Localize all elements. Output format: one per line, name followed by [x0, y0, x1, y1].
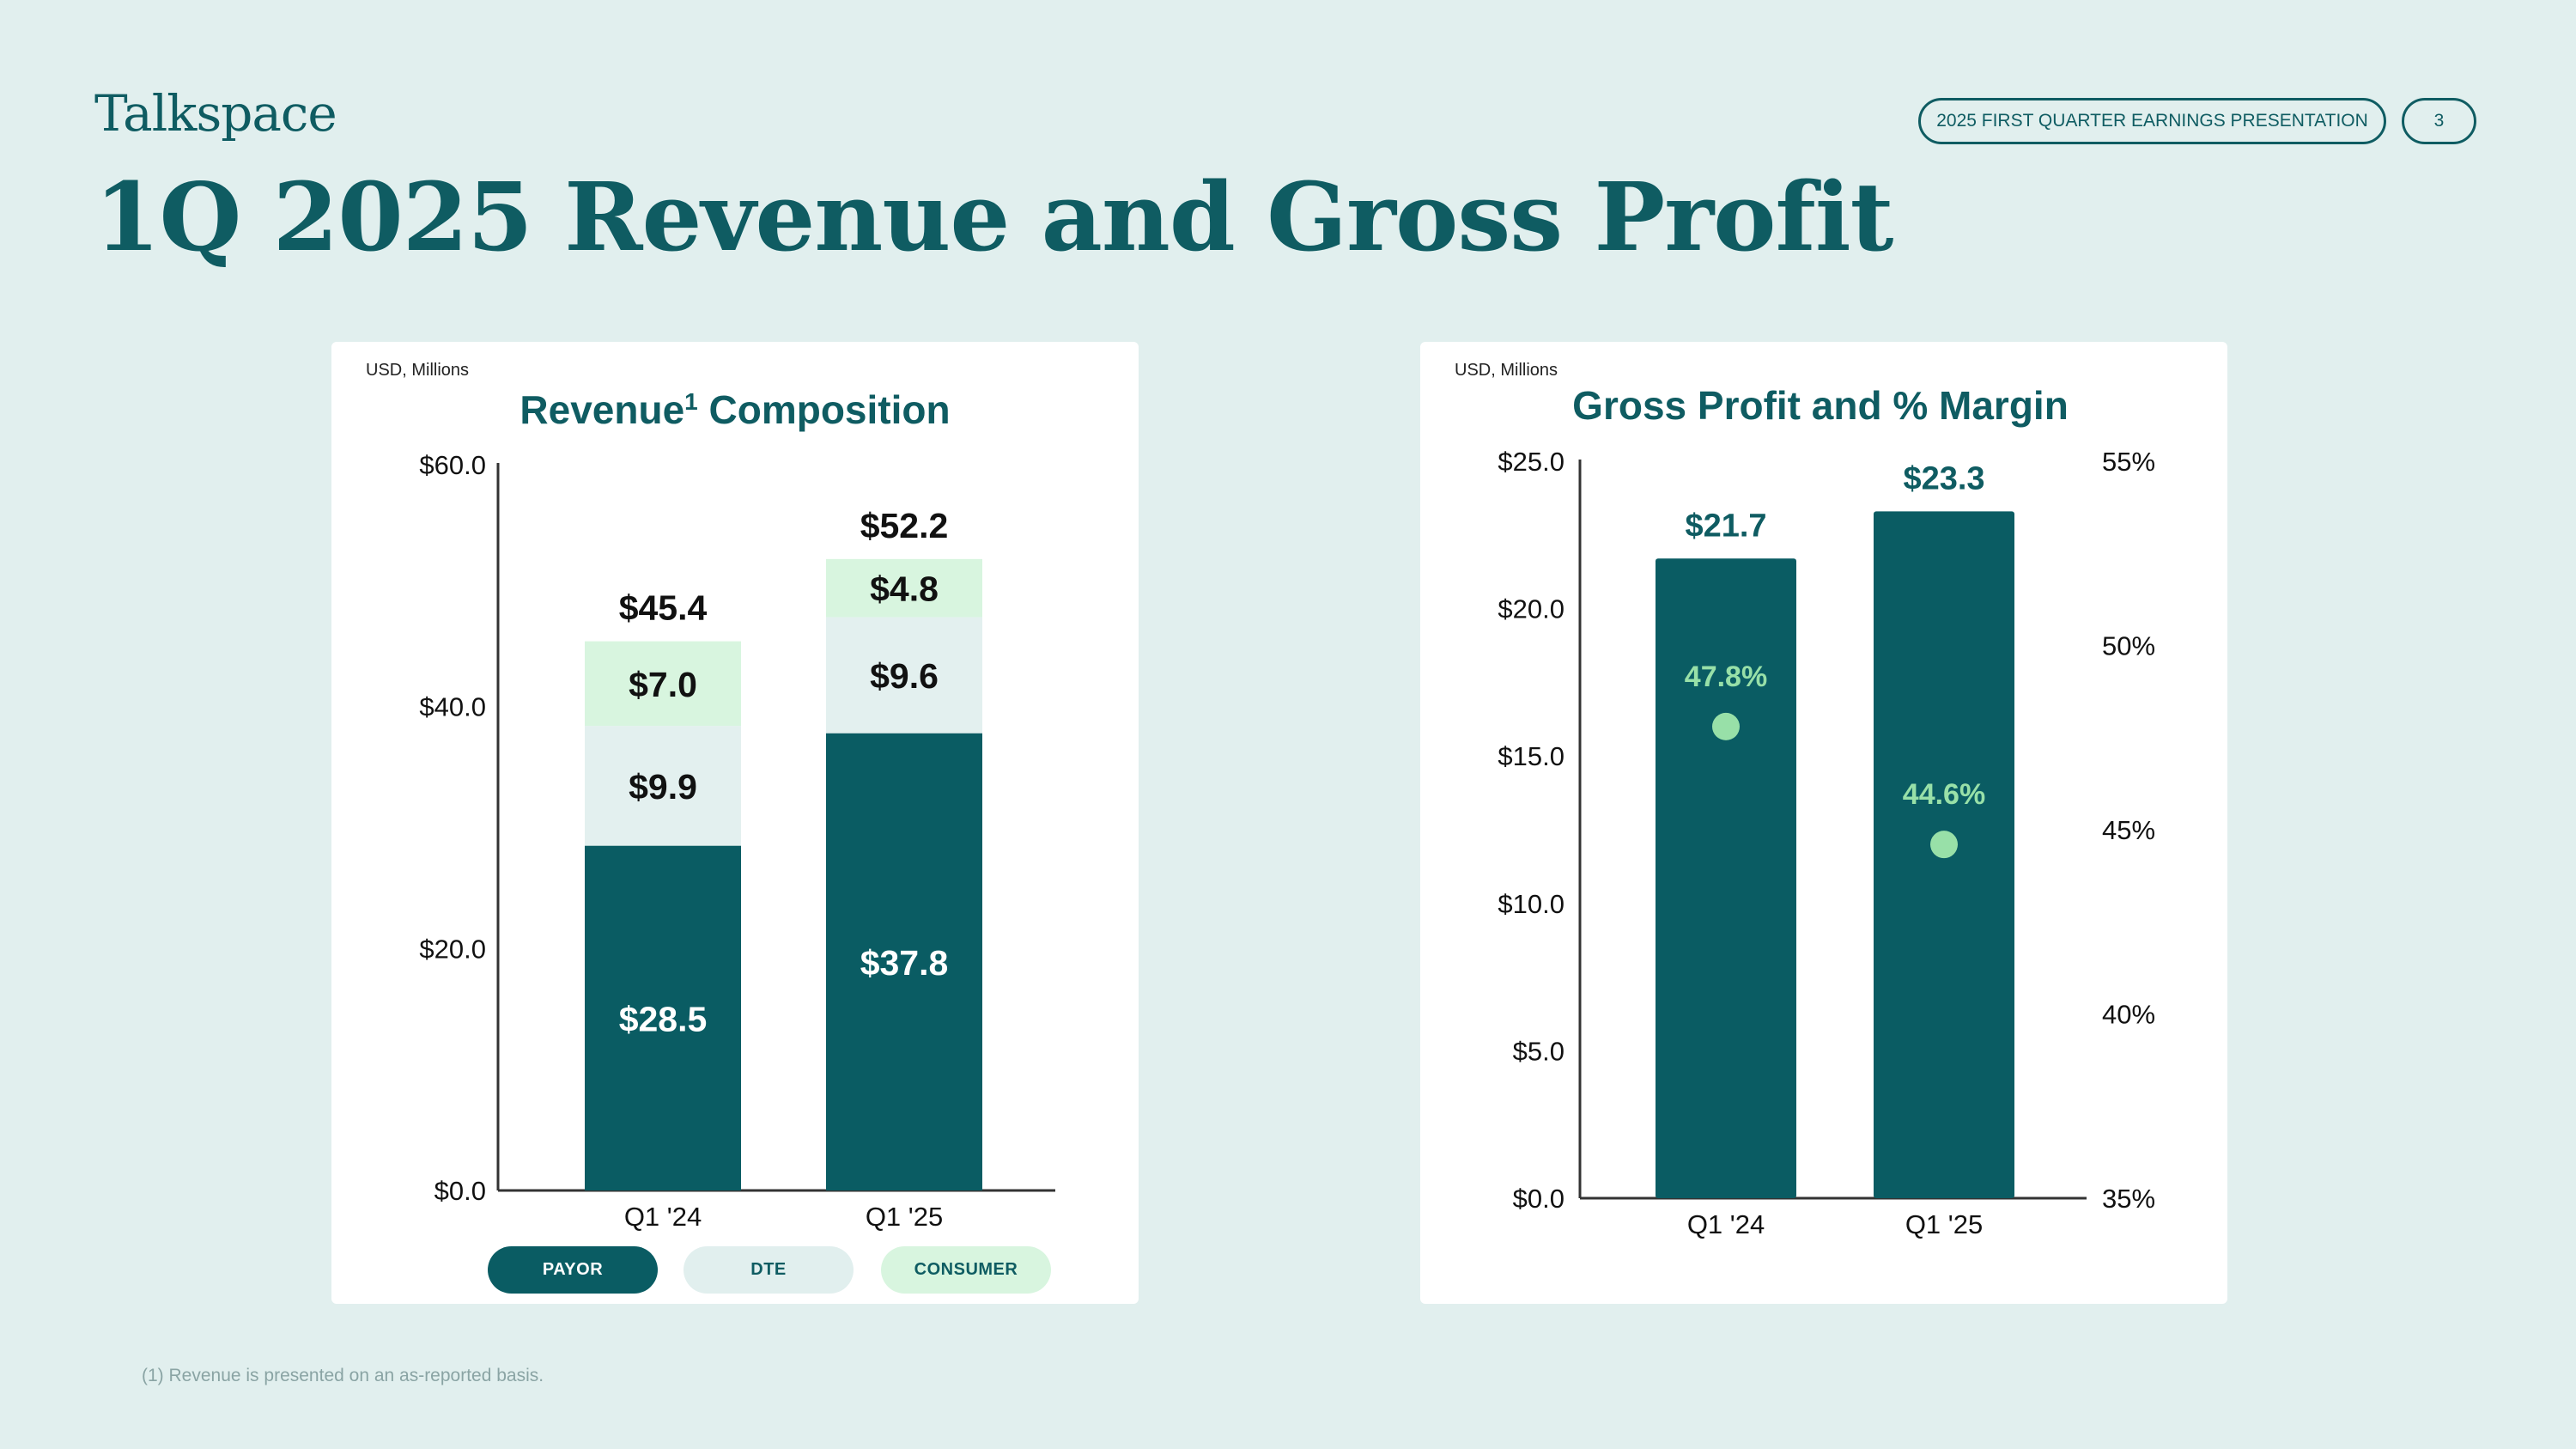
revenue-bar-label: $28.5	[619, 999, 708, 1038]
revenue-bar-dte	[585, 726, 741, 846]
revenue-bar-payor	[826, 733, 982, 1190]
page-number: 3	[2402, 98, 2476, 144]
legend-payor: PAYOR	[488, 1246, 658, 1294]
revenue-chart-card: USD, Millions Revenue1 Composition $0.0 $2…	[331, 342, 1139, 1304]
revenue-bar-label: $4.8	[870, 569, 939, 609]
legend-dte: DTE	[683, 1246, 854, 1294]
margin-percent-label: 44.6%	[1903, 778, 1985, 811]
revenue-bar-payor	[585, 845, 741, 1190]
gross-profit-y-tick-label: $5.0	[1513, 1036, 1564, 1066]
revenue-bar-consumer	[826, 558, 982, 618]
margin-y2-tick-label: 35%	[2102, 1184, 2155, 1214]
gross-profit-y-tick-label: $10.0	[1498, 889, 1564, 919]
margin-point	[1712, 712, 1740, 740]
revenue-total-label: $52.2	[860, 506, 949, 545]
revenue-bar-dte	[826, 617, 982, 734]
gross-profit-bar	[1656, 558, 1796, 1198]
revenue-y-tick-label: $60.0	[419, 450, 486, 480]
margin-y2-tick-label: 45%	[2102, 815, 2155, 845]
revenue-x-tick-label: Q1 '25	[866, 1202, 943, 1232]
gross-profit-unit-note: USD, Millions	[1455, 361, 1558, 380]
revenue-chart-title: Revenue1 Composition	[519, 387, 950, 432]
revenue-bar-label: $37.8	[860, 943, 949, 983]
gross-profit-value-label: $23.3	[1903, 460, 1984, 496]
gross-profit-y-tick-label: $0.0	[1513, 1184, 1564, 1214]
presentation-label: 2025 FIRST QUARTER EARNINGS PRESENTATION	[1918, 98, 2386, 144]
gross-profit-chart-title: Gross Profit and % Margin	[1572, 383, 2069, 428]
revenue-composition-chart: Revenue1 Composition $0.0 $20.0 $40.0 $60.0 $…	[419, 387, 1055, 1232]
margin-y2-tick-label: 50%	[2102, 631, 2155, 661]
revenue-bar-label: $7.0	[629, 665, 697, 704]
talkspace-logo: Talkspace	[94, 84, 337, 143]
gross-profit-chart: Gross Profit and % Margin $0.0 $5.0 $10.0 $1…	[1498, 383, 2155, 1239]
gross-profit-y-tick-label: $25.0	[1498, 447, 1564, 477]
revenue-y-tick-label: $40.0	[419, 692, 486, 722]
margin-percent-label: 47.8%	[1685, 661, 1767, 693]
revenue-bar-consumer	[585, 641, 741, 727]
footnote: (1) Revenue is presented on an as-report…	[142, 1366, 544, 1385]
gross-profit-y-tick-label: $15.0	[1498, 741, 1564, 771]
gross-profit-y-tick-label: $20.0	[1498, 594, 1564, 624]
revenue-y-tick-label: $0.0	[434, 1176, 486, 1206]
margin-y2-tick-label: 55%	[2102, 447, 2155, 477]
legend-consumer: CONSUMER	[881, 1246, 1051, 1294]
revenue-bar-label: $9.9	[629, 767, 697, 807]
margin-y2-tick-label: 40%	[2102, 1000, 2155, 1030]
gross-profit-value-label: $21.7	[1685, 508, 1766, 544]
revenue-y-tick-label: $20.0	[419, 934, 486, 964]
gross-profit-x-tick-label: Q1 '25	[1905, 1209, 1983, 1239]
revenue-bar-label: $9.6	[870, 656, 939, 696]
revenue-x-tick-label: Q1 '24	[624, 1202, 702, 1232]
gross-profit-x-tick-label: Q1 '24	[1687, 1209, 1765, 1239]
revenue-unit-note: USD, Millions	[366, 361, 470, 380]
page-title: 1Q 2025 Revenue and Gross Profit	[94, 161, 1893, 272]
gross-profit-chart-card: USD, Millions Gross Profit and % Margin $…	[1420, 342, 2227, 1304]
margin-point	[1930, 831, 1958, 859]
revenue-total-label: $45.4	[619, 588, 708, 628]
